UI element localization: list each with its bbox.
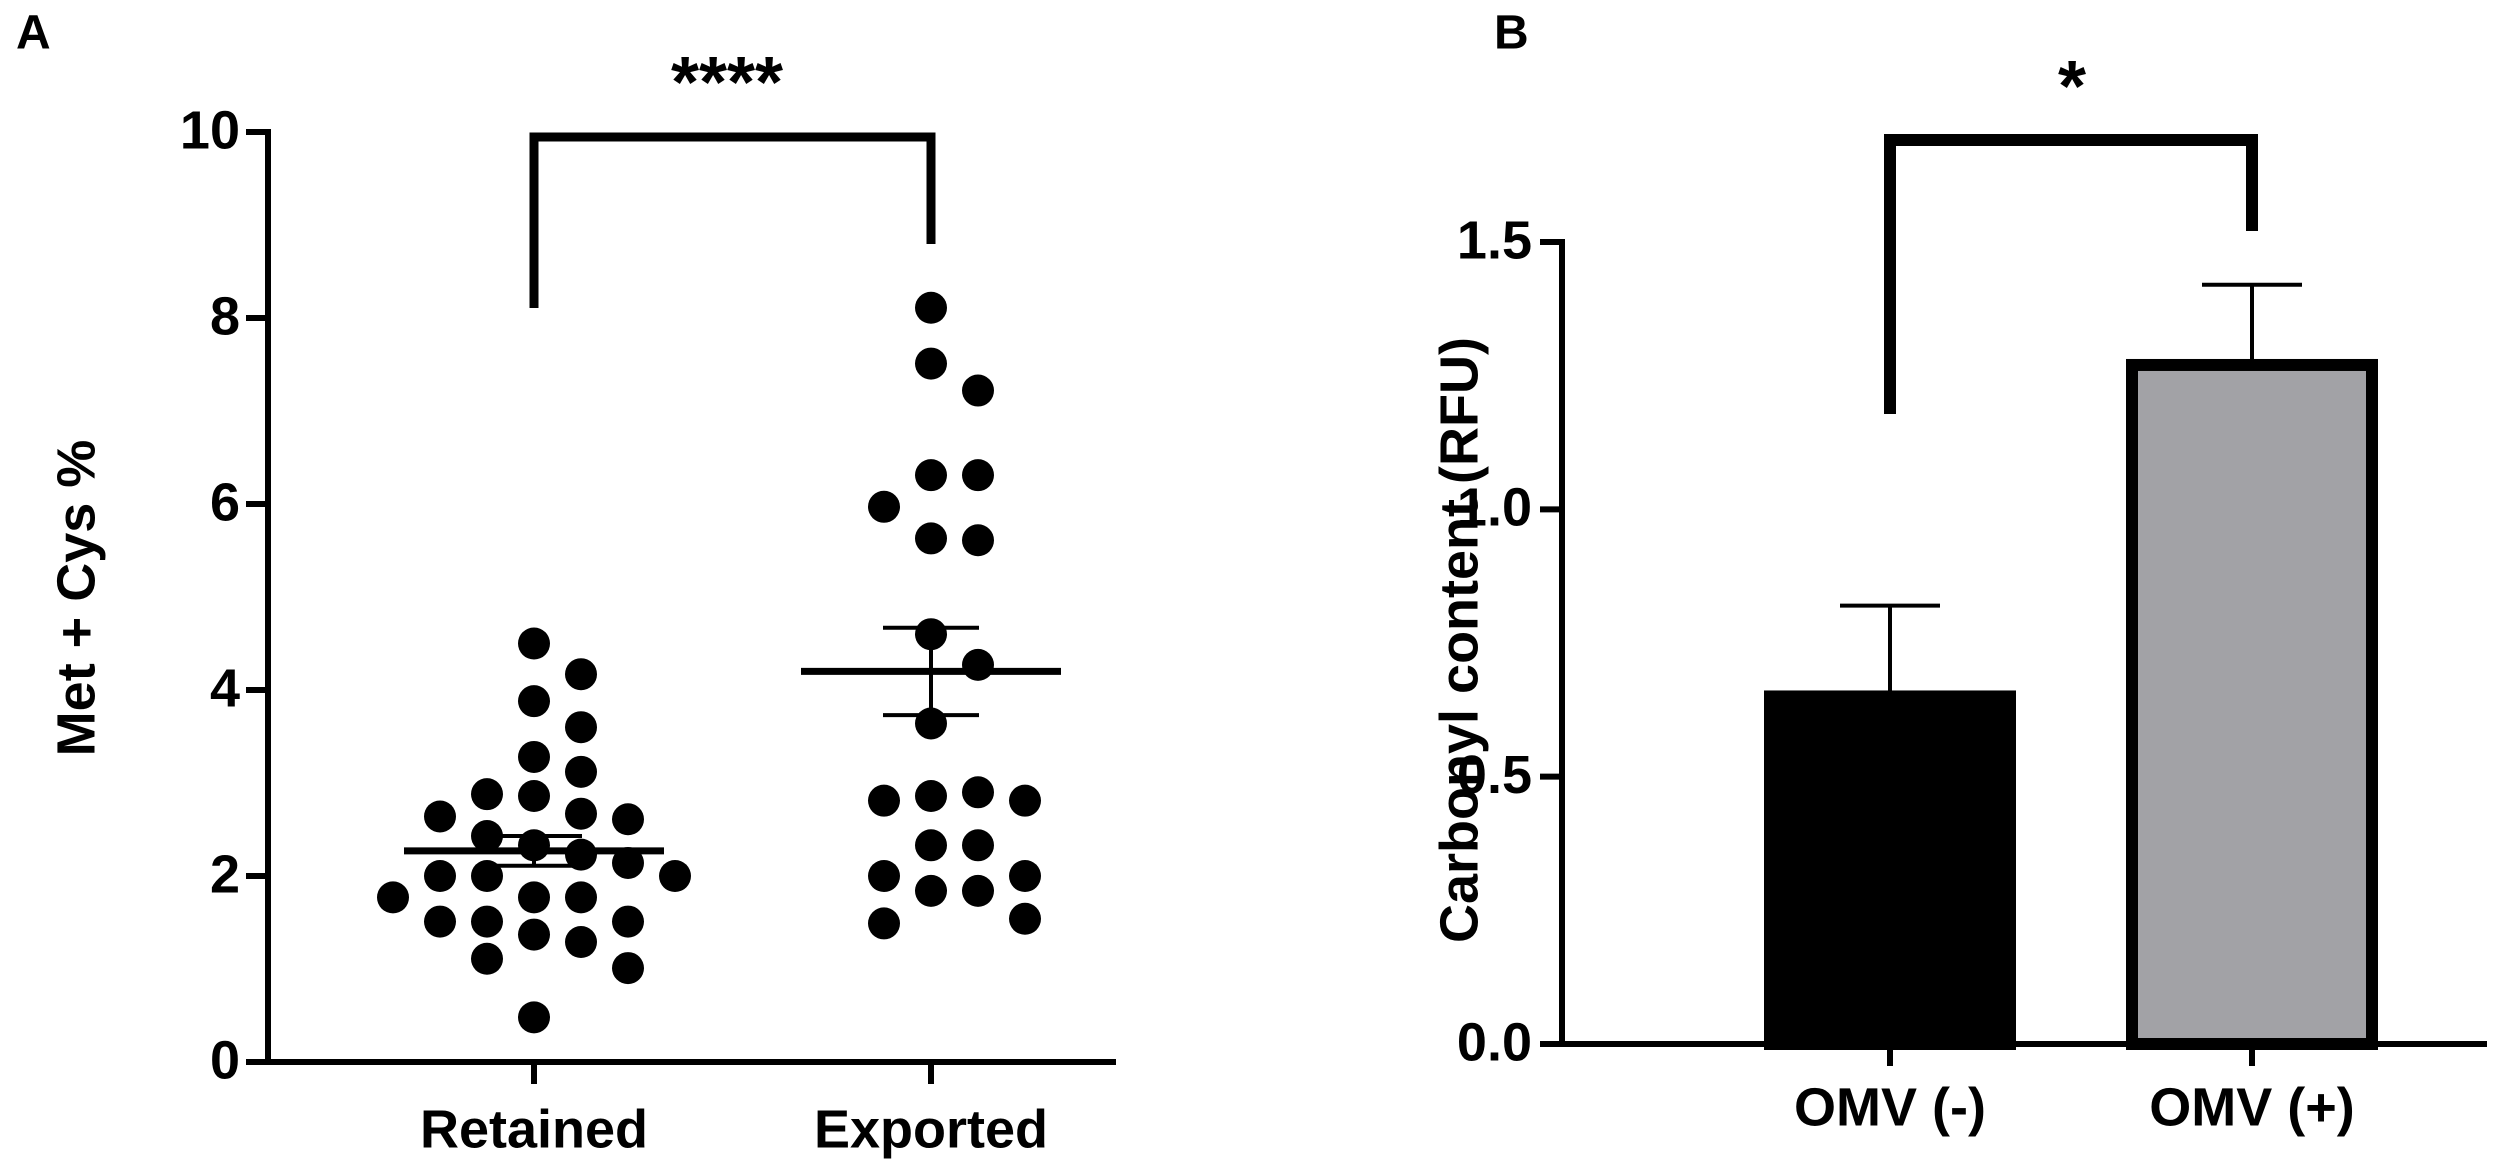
data-point: [612, 952, 644, 985]
data-point: [471, 942, 503, 975]
significance-bracket: [529, 132, 936, 308]
y-tick-label: 10: [180, 100, 240, 160]
data-point: [518, 685, 550, 718]
data-point: [915, 874, 947, 907]
y-tick-label: 0: [210, 1030, 240, 1090]
significance-annotation: *: [2058, 47, 2086, 127]
y-tick-label: 1.0: [1457, 478, 1532, 538]
data-point: [962, 648, 994, 681]
data-point: [565, 755, 597, 788]
data-point: [377, 881, 409, 914]
data-point: [612, 846, 644, 879]
data-point: [424, 905, 456, 938]
data-point: [424, 800, 456, 833]
x-tick-label: Exported: [814, 1099, 1048, 1159]
data-point: [915, 829, 947, 862]
x-tick-label: OMV (+): [2149, 1077, 2355, 1137]
panel-label: A: [16, 7, 51, 60]
data-point: [915, 522, 947, 555]
data-point: [915, 459, 947, 492]
data-point: [868, 860, 900, 892]
data-point: [612, 803, 644, 836]
data-point: [962, 524, 994, 557]
data-point: [1009, 860, 1041, 892]
data-point: [962, 829, 994, 862]
data-point: [565, 838, 597, 871]
data-point: [518, 627, 550, 660]
data-point: [518, 881, 550, 914]
data-point: [659, 860, 691, 892]
y-axis-label: Met + Cys %: [46, 440, 106, 757]
data-point: [565, 711, 597, 744]
data-point: [424, 860, 456, 892]
y-tick-label: 2: [210, 844, 240, 904]
x-tick-label: OMV (-): [1794, 1077, 1986, 1137]
panel-label: B: [1494, 7, 1529, 60]
data-point: [565, 926, 597, 959]
data-point: [612, 905, 644, 938]
data-point: [1009, 784, 1041, 817]
data-point: [518, 1001, 550, 1034]
x-tick-label: Retained: [420, 1099, 648, 1159]
bar: [2126, 358, 2378, 1050]
y-tick-label: 4: [210, 658, 240, 718]
data-point: [471, 778, 503, 811]
data-point: [868, 784, 900, 817]
data-point: [565, 658, 597, 691]
y-tick-label: 0.0: [1457, 1012, 1532, 1072]
data-point: [962, 776, 994, 809]
data-point: [1009, 902, 1041, 935]
y-tick-label: 0.5: [1457, 745, 1532, 805]
significance-annotation: ****: [671, 43, 783, 123]
data-point: [915, 347, 947, 380]
data-point: [518, 740, 550, 773]
data-point: [962, 459, 994, 492]
data-point: [962, 374, 994, 407]
data-point: [471, 860, 503, 892]
bar: [1764, 690, 2016, 1050]
data-point: [915, 291, 947, 324]
y-tick-label: 8: [210, 286, 240, 346]
y-axis-label: Carbonyl content (RFU): [1429, 337, 1489, 943]
data-point: [518, 780, 550, 813]
data-point: [518, 918, 550, 951]
significance-bracket: [1884, 134, 2258, 414]
y-tick-label: 1.5: [1457, 210, 1532, 270]
data-point: [868, 490, 900, 523]
data-point: [962, 874, 994, 907]
data-point: [565, 797, 597, 830]
data-point: [565, 881, 597, 914]
data-point: [471, 905, 503, 938]
data-point: [915, 780, 947, 813]
y-tick-label: 6: [210, 472, 240, 532]
data-point: [868, 907, 900, 940]
